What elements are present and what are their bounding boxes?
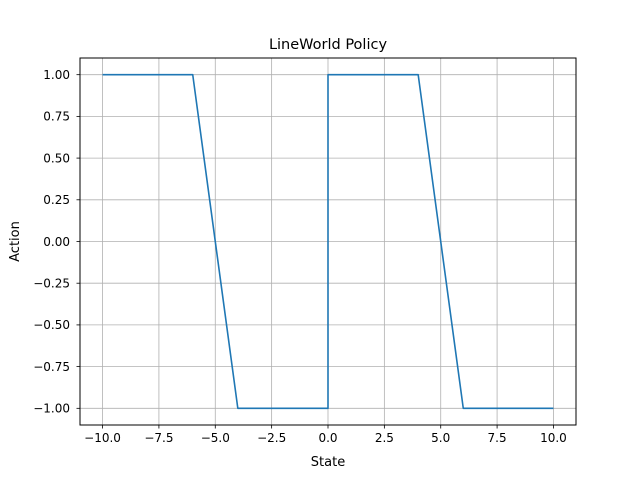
chart-title: LineWorld Policy [269,37,388,53]
x-tick-label: −10.0 [84,431,121,445]
x-tick-label: 10.0 [540,431,567,445]
x-tick-label: −2.5 [257,431,286,445]
ticks: −10.0 −7.5 −5.0 −2.5 0.0 2.5 5.0 7.5 10.0 1.00 0.7… [33,68,567,445]
y-tick-label: 0.25 [43,193,70,207]
y-tick-label: 1.00 [43,68,70,82]
y-tick-label: 0.00 [43,235,70,249]
x-tick-label: 2.5 [375,431,394,445]
x-axis-label: State [311,455,345,470]
x-tick-label: 5.0 [431,431,450,445]
x-tick-label: −5.0 [201,431,230,445]
y-tick-label: −0.50 [33,318,70,332]
y-axis-label: Action [8,221,23,262]
series-layer [102,73,554,410]
x-tick-label: 0.0 [318,431,337,445]
y-tick-label: −0.75 [33,360,70,374]
x-tick-label: 7.5 [488,431,507,445]
y-tick-label: −1.00 [33,402,70,416]
y-tick-label: 0.50 [43,151,70,165]
x-tick-label: −7.5 [144,431,173,445]
y-tick-label: −0.25 [33,277,70,291]
y-tick-label: 0.75 [43,110,70,124]
series-line [102,73,554,410]
